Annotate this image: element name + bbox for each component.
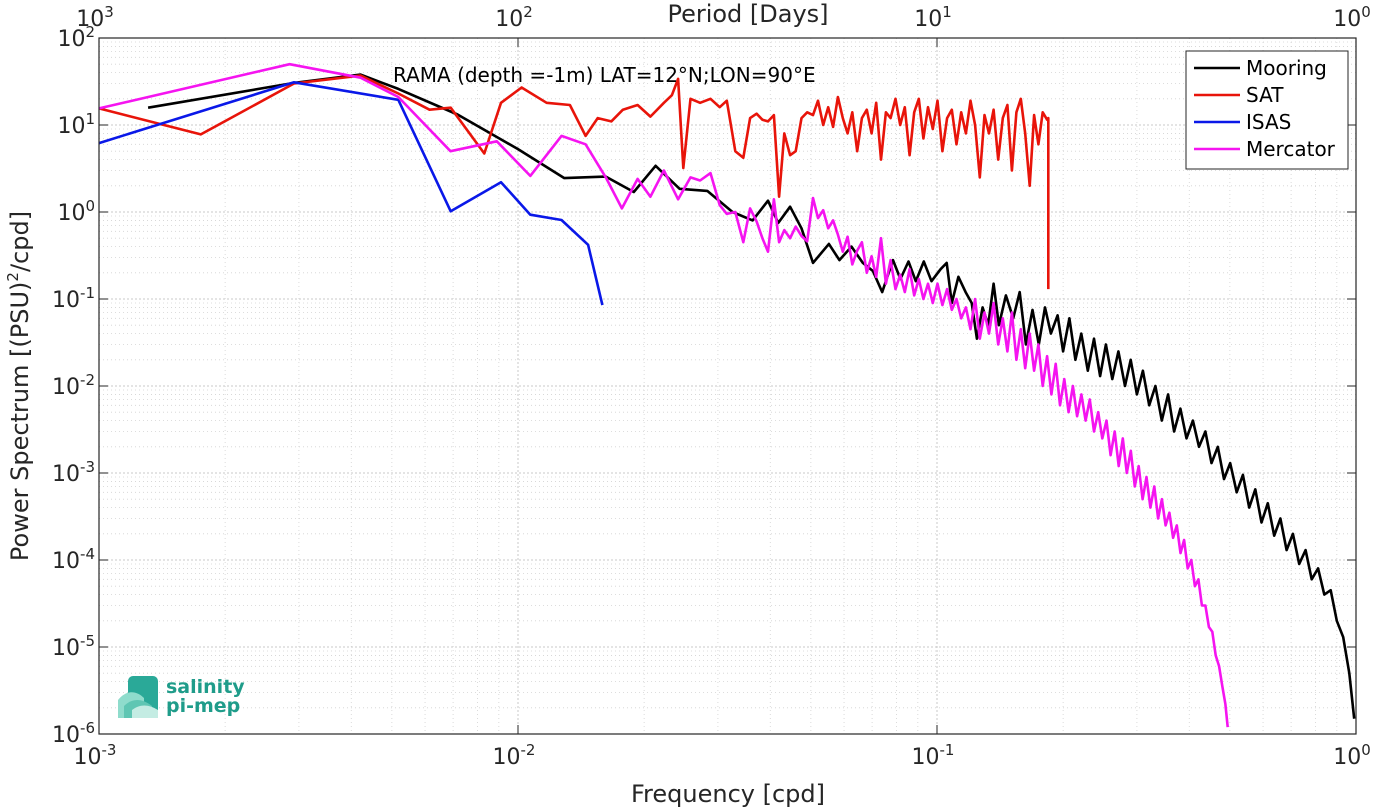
x2-tick-labels: 103 102 101 100 [76,3,1371,32]
y-tick-label-exponent: -5 [80,632,95,650]
x-tick-label-exponent: -1 [940,741,955,759]
x2-tick-label-exponent: 3 [104,3,114,21]
x2-tick-label-exponent: 2 [523,3,533,21]
y-tick-label-exponent: 2 [85,23,95,41]
x2-tick-label-base: 10 [76,7,104,32]
x2-tick-label-exponent: 1 [942,3,952,21]
x-tick-label-exponent: -2 [521,741,536,759]
x-tick-label-exponent: 0 [1361,741,1371,759]
x2-tick-label: 100 [1333,3,1371,32]
y-tick-label: 100 [57,197,95,226]
legend-items: Mooring SAT ISAS Mercator [1194,56,1336,161]
y-tick-label-exponent: 0 [85,197,95,215]
legend-label-mercator: Mercator [1246,137,1336,161]
x-tick-label-base: 10 [912,745,940,770]
y-tick-label-exponent: -3 [80,458,95,476]
x-axis-title: Frequency [cpd] [631,780,825,808]
x2-tick-label-base: 10 [1333,7,1361,32]
x-tick-label-base: 10 [493,745,521,770]
y-tick-label: 101 [57,110,95,139]
legend-label-sat: SAT [1246,83,1284,107]
x2-tick-label-base: 10 [914,7,942,32]
y-axis-title-unit: /cpd] [6,211,34,272]
x2-tick-label: 103 [76,3,114,32]
tick-marks [98,37,1357,735]
y-tick-label-base: 10 [57,114,85,139]
series-layer [98,62,1356,728]
y-tick-label-exponent: 1 [85,110,95,128]
y-tick-label-base: 10 [52,723,80,748]
y-tick-label: 102 [57,23,95,52]
x2-tick-label-exponent: 0 [1361,3,1371,21]
x-tick-label: 100 [1333,741,1371,770]
y-tick-label: 10-6 [52,719,95,748]
y-axis-title: Power Spectrum [(PSU)2/cpd] [4,211,34,561]
x-tick-labels: 10-3 10-2 10-1 100 [74,741,1371,770]
series-line-isas [98,81,604,306]
salinity-pi-mep-logo: salinity pi-mep [118,676,245,718]
y-tick-label-exponent: -4 [80,545,95,563]
x2-tick-label: 102 [495,3,533,32]
y-tick-label: 10-1 [52,284,95,313]
logo-waves-icon [118,676,158,718]
x2-tick-label-base: 10 [495,7,523,32]
y-tick-label: 10-2 [52,371,95,400]
x-tick-label: 10-1 [912,741,955,770]
chart-annotation: RAMA (depth =-1m) LAT=12°N;LON=90°E [393,63,816,87]
y-tick-label-base: 10 [52,549,80,574]
y-tick-label-base: 10 [52,288,80,313]
y-tick-label: 10-4 [52,545,95,574]
x2-axis-title: Period [Days] [667,0,828,28]
legend: Mooring SAT ISAS Mercator [1185,50,1349,170]
x-tick-label-exponent: -3 [102,741,117,759]
minor-grid [99,38,1356,734]
logo-text-line2: pi-mep [166,695,240,717]
x-tick-label: 10-2 [493,741,536,770]
y-axis-title-main: Power Spectrum [(PSU) [6,282,34,561]
x-tick-label-base: 10 [74,745,102,770]
series-line-sat [98,74,1050,290]
legend-label-isas: ISAS [1246,110,1291,134]
y-tick-label-exponent: -1 [80,284,95,302]
x-tick-label-base: 10 [1333,745,1361,770]
series-line-mooring [147,73,1356,719]
y-tick-label-base: 10 [52,375,80,400]
y-tick-label-base: 10 [57,201,85,226]
y-tick-label-exponent: -2 [80,371,95,389]
legend-label-mooring: Mooring [1246,56,1327,80]
y-tick-label-base: 10 [52,636,80,661]
x-tick-label: 10-3 [74,741,117,770]
y-tick-label-exponent: -6 [80,719,95,737]
x2-tick-label: 101 [914,3,952,32]
series-line-mercator [98,62,1229,728]
logo-text-line1: salinity [166,676,245,698]
y-tick-label-base: 10 [57,27,85,52]
y-axis-title-superscript: 2 [4,272,22,282]
y-tick-label: 10-3 [52,458,95,487]
y-tick-label-base: 10 [52,462,80,487]
y-tick-label: 10-5 [52,632,95,661]
